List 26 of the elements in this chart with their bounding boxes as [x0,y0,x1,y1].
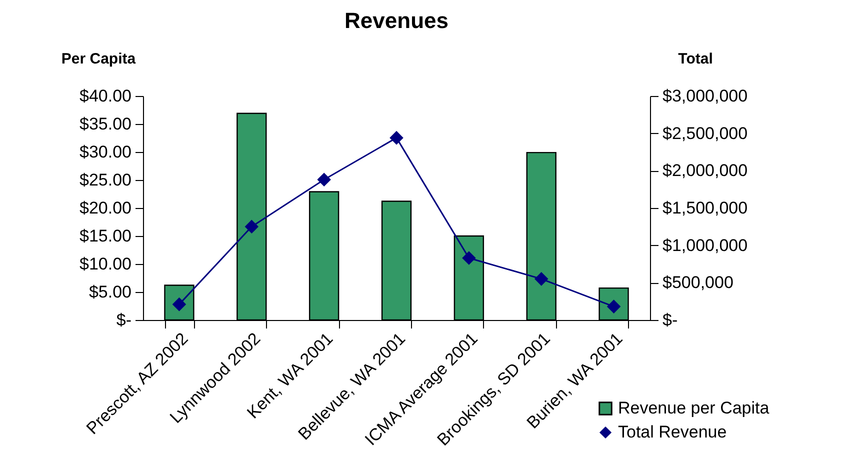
y-axis-title: Per Capita [61,50,136,68]
y-tick-label: $20.00 [80,198,132,218]
y-tick-label: $5.00 [88,282,132,302]
y-tick-label: $15.00 [80,226,132,246]
y2-tick-label: $- [662,310,678,330]
y2-tick-label: $1,500,000 [662,198,748,218]
legend-label: Revenue per Capita [618,398,770,418]
point [245,220,258,234]
y-tick-label: $25.00 [80,170,132,190]
y2-tick-label: $1,000,000 [662,236,748,255]
point [318,173,331,186]
point [534,272,548,286]
chart-title: Revenues [344,8,448,33]
y-tick-label: $35.00 [80,114,132,134]
point [462,252,476,265]
y-tick-label: $- [116,310,132,330]
y2-tick-label: $2,000,000 [662,161,748,180]
legend-label: Total Revenue [618,422,727,442]
y-tick-label: $40.00 [80,86,132,106]
y2-tick-label: $3,000,000 [662,86,748,106]
y2-axis-title: Total [678,50,713,68]
point [390,131,403,144]
y-tick-label: $10.00 [80,254,132,274]
y2-tick-label: $500,000 [662,273,734,292]
y-tick-label: $30.00 [80,142,132,162]
y2-tick-label: $2,500,000 [662,124,748,143]
